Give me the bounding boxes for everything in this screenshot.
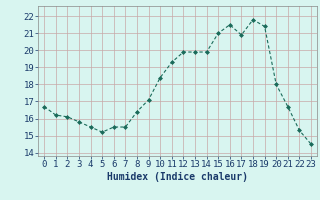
X-axis label: Humidex (Indice chaleur): Humidex (Indice chaleur) — [107, 172, 248, 182]
